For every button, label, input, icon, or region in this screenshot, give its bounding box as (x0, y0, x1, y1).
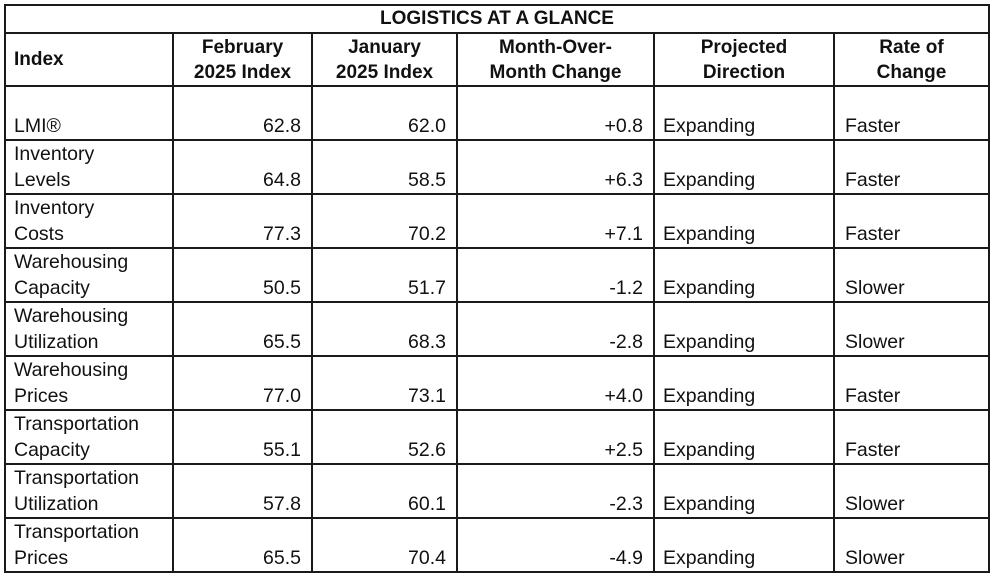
rate-value: Faster (833, 85, 990, 141)
index-name: Warehousing Utilization (4, 301, 174, 357)
table-title: LOGISTICS AT A GLANCE (4, 4, 990, 34)
rate-value: Faster (833, 193, 990, 249)
index-name: Transportation Capacity (4, 409, 174, 465)
february-value: 77.3 (172, 193, 313, 249)
rate-value: Slower (833, 463, 990, 519)
february-value: 62.8 (172, 85, 313, 141)
index-name: Warehousing Capacity (4, 247, 174, 303)
january-value: 73.1 (311, 355, 458, 411)
header-january: January 2025 Index (311, 32, 458, 87)
january-value: 62.0 (311, 85, 458, 141)
table-row: Transportation Prices 65.5 70.4 -4.9 Expa… (4, 517, 990, 573)
mom-change-value: -4.9 (456, 517, 655, 573)
direction-value: Expanding (653, 139, 835, 195)
direction-value: Expanding (653, 463, 835, 519)
mom-change-value: -2.3 (456, 463, 655, 519)
direction-value: Expanding (653, 301, 835, 357)
rate-value: Slower (833, 301, 990, 357)
february-value: 65.5 (172, 517, 313, 573)
january-value: 52.6 (311, 409, 458, 465)
table-row: Inventory Costs 77.3 70.2 +7.1 Expanding … (4, 193, 990, 249)
mom-change-value: +0.8 (456, 85, 655, 141)
index-name: Inventory Costs (4, 193, 174, 249)
table-row: Inventory Levels 64.8 58.5 +6.3 Expanding… (4, 139, 990, 195)
direction-value: Expanding (653, 517, 835, 573)
direction-value: Expanding (653, 193, 835, 249)
january-value: 51.7 (311, 247, 458, 303)
direction-value: Expanding (653, 355, 835, 411)
table-row: Warehousing Capacity 50.5 51.7 -1.2 Expan… (4, 247, 990, 303)
header-rate: Rate of Change (833, 32, 990, 87)
table-row: Warehousing Prices 77.0 73.1 +4.0 Expandi… (4, 355, 990, 411)
february-value: 57.8 (172, 463, 313, 519)
table-row: Warehousing Utilization 65.5 68.3 -2.8 Ex… (4, 301, 990, 357)
direction-value: Expanding (653, 85, 835, 141)
rate-value: Slower (833, 517, 990, 573)
index-name: LMI® (4, 85, 174, 141)
rate-value: Faster (833, 355, 990, 411)
february-value: 50.5 (172, 247, 313, 303)
rate-value: Faster (833, 139, 990, 195)
index-name: Transportation Utilization (4, 463, 174, 519)
mom-change-value: +6.3 (456, 139, 655, 195)
rate-value: Slower (833, 247, 990, 303)
table-row: LMI® 62.8 62.0 +0.8 Expanding Faster (4, 85, 990, 141)
table-row: Transportation Utilization 57.8 60.1 -2.3… (4, 463, 990, 519)
direction-value: Expanding (653, 409, 835, 465)
header-index: Index (4, 32, 174, 87)
february-value: 64.8 (172, 139, 313, 195)
january-value: 68.3 (311, 301, 458, 357)
mom-change-value: +4.0 (456, 355, 655, 411)
header-mom-change: Month-Over- Month Change (456, 32, 655, 87)
january-value: 58.5 (311, 139, 458, 195)
january-value: 60.1 (311, 463, 458, 519)
february-value: 77.0 (172, 355, 313, 411)
index-name: Transportation Prices (4, 517, 174, 573)
direction-value: Expanding (653, 247, 835, 303)
february-value: 55.1 (172, 409, 313, 465)
index-name: Inventory Levels (4, 139, 174, 195)
mom-change-value: -2.8 (456, 301, 655, 357)
header-direction: Projected Direction (653, 32, 835, 87)
header-february: February 2025 Index (172, 32, 313, 87)
index-name: Warehousing Prices (4, 355, 174, 411)
january-value: 70.2 (311, 193, 458, 249)
february-value: 65.5 (172, 301, 313, 357)
mom-change-value: +7.1 (456, 193, 655, 249)
rate-value: Faster (833, 409, 990, 465)
mom-change-value: +2.5 (456, 409, 655, 465)
logistics-table: LOGISTICS AT A GLANCE Index February 2025… (4, 4, 990, 573)
mom-change-value: -1.2 (456, 247, 655, 303)
table-row: Transportation Capacity 55.1 52.6 +2.5 Ex… (4, 409, 990, 465)
header-row: Index February 2025 Index January 2025 Ind… (4, 32, 990, 87)
january-value: 70.4 (311, 517, 458, 573)
